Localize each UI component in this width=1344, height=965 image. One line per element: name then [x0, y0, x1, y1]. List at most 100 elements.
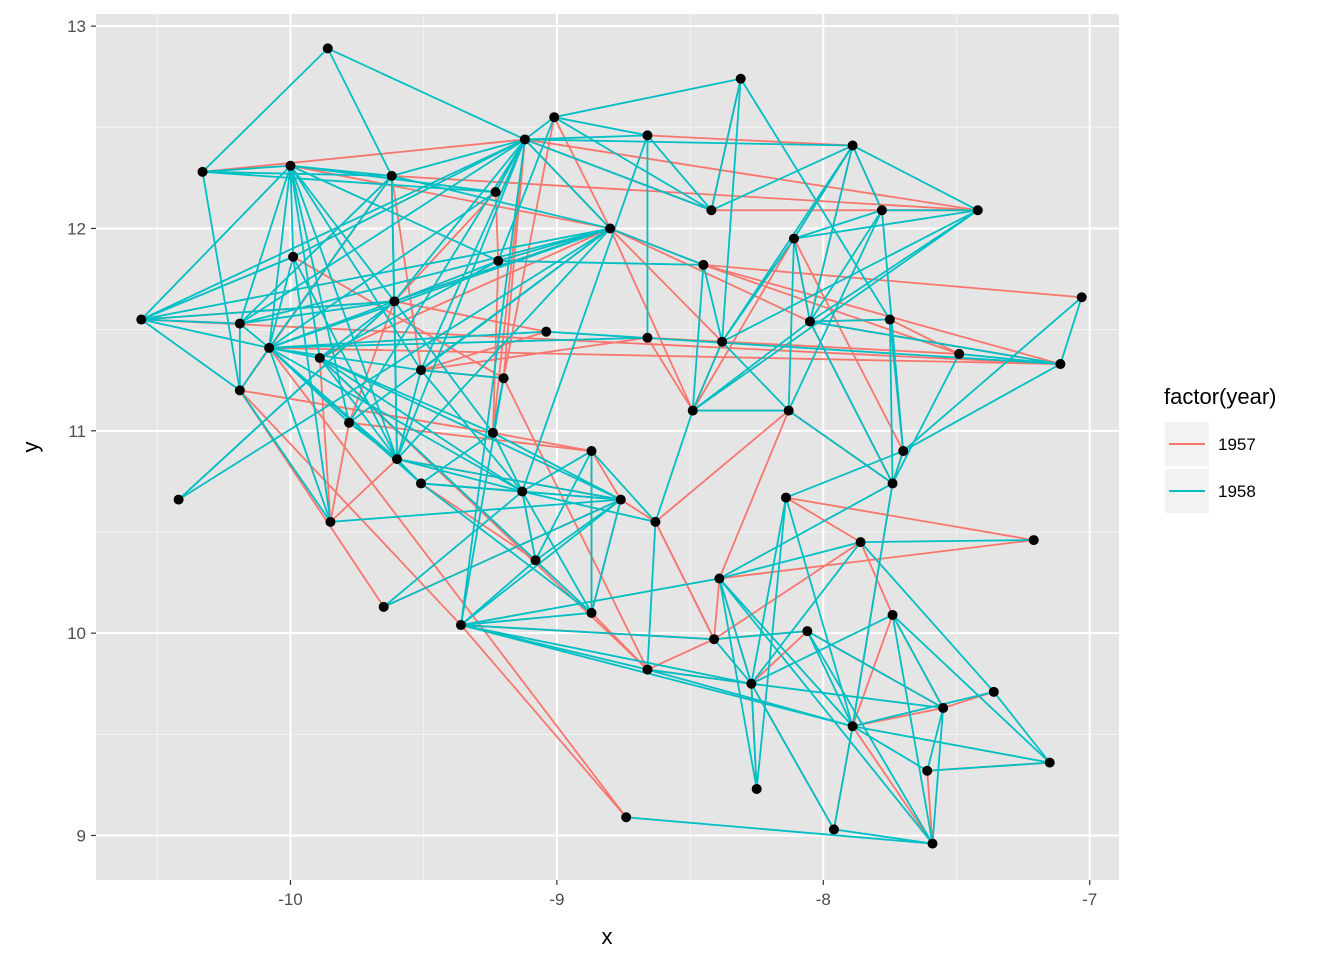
plot-panel — [96, 14, 1119, 880]
edge-1957 — [926, 769, 934, 845]
x-ticks: -10 -9 -8 -7 — [278, 880, 1097, 909]
node-point — [314, 352, 325, 363]
edge-1958 — [859, 539, 1035, 543]
edge-1958 — [891, 450, 905, 485]
edge-1958 — [140, 300, 396, 321]
edge-1958 — [497, 116, 556, 262]
edge-1958 — [750, 496, 787, 685]
edge-1958 — [809, 320, 1062, 365]
y-tick-label: 13 — [67, 17, 86, 36]
edge-1958 — [590, 450, 657, 523]
node-point — [530, 555, 541, 566]
node-point — [847, 721, 858, 732]
edge-1958 — [521, 490, 622, 501]
edge-1958 — [140, 255, 295, 321]
edge-1958 — [718, 577, 934, 845]
edge-1958 — [806, 630, 854, 728]
node-point — [605, 223, 616, 234]
node-point — [714, 573, 725, 584]
edge-1957 — [646, 336, 694, 412]
edge-1957 — [718, 409, 790, 580]
edge-1958 — [851, 690, 995, 728]
edge-1958 — [750, 682, 945, 709]
node-point — [493, 255, 504, 266]
edge-1958 — [1059, 296, 1083, 365]
edge-1958 — [609, 227, 705, 266]
edge-1957 — [851, 725, 934, 845]
node-point — [549, 112, 560, 123]
x-tick-label: -10 — [278, 890, 303, 909]
edge-1958 — [268, 191, 497, 349]
edge-1958 — [992, 690, 1051, 764]
edge-1958 — [460, 577, 721, 626]
node-point — [938, 703, 949, 714]
edge-1958 — [891, 614, 1051, 764]
edge-1957 — [609, 227, 723, 343]
edge-1958 — [289, 164, 396, 303]
edge-1958 — [691, 320, 811, 412]
edge-1958 — [238, 174, 393, 325]
node-point — [264, 342, 275, 353]
edge-1957 — [318, 357, 332, 523]
edge-1958 — [721, 209, 979, 343]
edge-1957 — [619, 498, 657, 523]
node-point — [735, 73, 746, 84]
edge-1958 — [710, 144, 854, 212]
node-point — [804, 316, 815, 327]
edge-1958 — [646, 668, 854, 728]
edge-1957 — [289, 164, 612, 230]
edge-1958 — [718, 577, 753, 685]
edge-1958 — [891, 614, 934, 845]
edge-1958 — [521, 134, 649, 493]
edge-1958 — [553, 116, 713, 212]
y-ticks: 9 10 11 12 13 — [67, 17, 96, 845]
edge-1958 — [268, 164, 292, 349]
edge-1958 — [750, 614, 894, 685]
node-point — [783, 405, 794, 416]
edge-1958 — [396, 227, 612, 461]
edge-1958 — [396, 458, 622, 501]
edge-1958 — [268, 336, 649, 349]
edge-1957 — [460, 624, 628, 819]
edge-1958 — [851, 725, 1051, 764]
edge-1958 — [268, 346, 332, 523]
edge-1958 — [891, 614, 945, 709]
edge-1957 — [750, 630, 809, 685]
edge-1958 — [851, 725, 929, 772]
node-point — [487, 427, 498, 438]
edge-1957 — [609, 227, 694, 412]
node-point — [386, 170, 397, 181]
x-tick-label: -7 — [1082, 890, 1097, 909]
node-point — [173, 494, 184, 505]
edge-1958 — [891, 353, 961, 485]
edges-1958 — [140, 47, 1083, 845]
grid-minor — [96, 14, 1119, 880]
edge-1957 — [348, 421, 593, 452]
edge-1958 — [390, 138, 526, 177]
edge-1957 — [524, 138, 979, 212]
edge-1958 — [787, 409, 894, 485]
edge-1958 — [140, 138, 526, 321]
edge-1958 — [318, 357, 398, 461]
edge-1958 — [460, 498, 622, 626]
edge-1958 — [140, 164, 292, 321]
edge-1958 — [420, 369, 524, 493]
edge-1958 — [268, 330, 548, 349]
node-point — [234, 385, 245, 396]
edge-1958 — [326, 47, 393, 177]
edge-1958 — [755, 496, 787, 790]
edge-1958 — [721, 77, 742, 343]
legend-title: factor(year) — [1164, 384, 1276, 409]
edge-1958 — [268, 346, 524, 493]
edge-1957 — [553, 116, 612, 230]
node-point — [1055, 359, 1066, 370]
edge-1958 — [289, 164, 295, 258]
edge-1958 — [140, 318, 271, 349]
node-point — [802, 626, 813, 637]
edge-1958 — [420, 482, 524, 493]
edge-1958 — [646, 668, 753, 685]
edge-1958 — [793, 209, 979, 240]
node-point — [416, 478, 427, 489]
